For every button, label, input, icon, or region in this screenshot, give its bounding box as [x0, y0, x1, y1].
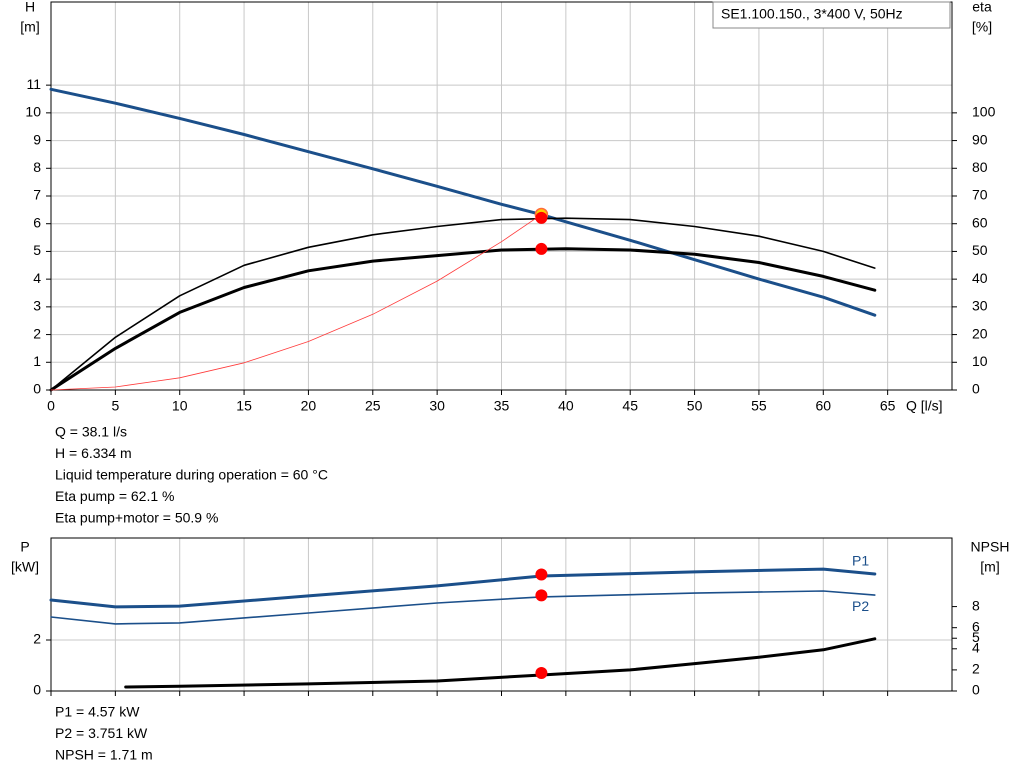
duty-point [535, 666, 548, 679]
info-box [712, 1, 951, 29]
curve [50, 214, 542, 391]
y-tick-label: 5 [33, 242, 41, 258]
y2-tick-label: 100 [972, 104, 996, 120]
x-tick-label: 60 [815, 398, 831, 414]
x-tick-label: 35 [494, 398, 510, 414]
y-tick-label: 7 [33, 187, 41, 203]
info-box-text: SE1.100.150., 3*400 V, 50Hz [721, 6, 903, 22]
x-tick-label: 10 [172, 398, 188, 414]
y2-axis-unit: [m] [980, 559, 999, 575]
x-tick-label: 30 [429, 398, 445, 414]
y-axis-label: H [25, 0, 35, 15]
curve [50, 217, 876, 391]
y2-tick-label: 0 [972, 381, 980, 397]
y2-axis-unit: [%] [972, 19, 992, 35]
y-tick-label: 8 [33, 159, 41, 175]
duty-point [535, 242, 548, 255]
info-line: P2 = 3.751 kW [55, 725, 148, 741]
y2-tick-label: 5 [972, 629, 980, 645]
x-tick-label: 45 [622, 398, 638, 414]
y2-tick-label: 2 [972, 661, 980, 677]
duty-point [535, 211, 548, 224]
y2-tick-label: 4 [972, 639, 980, 655]
y-tick-label: 3 [33, 298, 41, 314]
curve-label: P1 [852, 553, 869, 569]
curve [49, 247, 877, 392]
plot-frame [50, 1, 953, 391]
y2-axis-label: eta [972, 0, 992, 15]
x-tick-label: 40 [558, 398, 574, 414]
info-line: Eta pump = 62.1 % [55, 488, 174, 504]
y-tick-label: 1 [33, 353, 41, 369]
y-tick-label: 4 [33, 270, 41, 286]
plot-frame [50, 537, 953, 692]
x-tick-label: 20 [301, 398, 317, 414]
y2-tick-label: 20 [972, 325, 988, 341]
y2-tick-label: 90 [972, 131, 988, 147]
y-tick-label: 2 [33, 325, 41, 341]
info-line: H = 6.334 m [55, 445, 132, 461]
y-tick-label: 11 [26, 76, 41, 92]
y2-tick-label: 8 [972, 597, 980, 613]
y-axis-label: P [20, 539, 29, 555]
x-tick-label: 50 [687, 398, 703, 414]
x-tick-label: 55 [751, 398, 767, 414]
info-line: Liquid temperature during operation = 60… [55, 467, 328, 483]
y2-tick-label: 60 [972, 214, 988, 230]
curve [50, 590, 876, 625]
y2-tick-label: 30 [972, 298, 988, 314]
x-tick-label: 5 [111, 398, 119, 414]
y-tick-label: 9 [33, 131, 41, 147]
y-tick-label: 0 [33, 682, 41, 698]
y2-tick-label: 80 [972, 159, 988, 175]
curve [49, 567, 877, 609]
x-tick-label: 15 [236, 398, 252, 414]
y2-axis-label: NPSH [971, 539, 1010, 555]
y2-tick-label: 40 [972, 270, 988, 286]
duty-point [535, 568, 548, 581]
y2-tick-label: 10 [972, 353, 988, 369]
curve [49, 87, 877, 317]
info-line: Eta pump+motor = 50.9 % [55, 510, 218, 526]
y-tick-label: 2 [33, 631, 41, 647]
y-tick-label: 0 [33, 381, 41, 397]
y-axis-unit: [m] [20, 19, 39, 35]
y2-tick-label: 50 [972, 242, 988, 258]
x-axis-label: Q [l/s] [906, 398, 943, 414]
curve [124, 637, 877, 689]
y2-tick-label: 70 [972, 187, 988, 203]
y-tick-label: 10 [25, 104, 41, 120]
curve-label: P2 [852, 598, 869, 614]
x-tick-label: 65 [880, 398, 896, 414]
y2-tick-label: 0 [972, 682, 980, 698]
info-line: Q = 38.1 l/s [55, 424, 127, 440]
y-axis-unit: [kW] [11, 559, 39, 575]
info-line: P1 = 4.57 kW [55, 704, 140, 720]
duty-point [535, 589, 548, 602]
y2-tick-label: 6 [972, 618, 980, 634]
info-line: NPSH = 1.71 m [55, 747, 153, 763]
y-tick-label: 6 [33, 214, 41, 230]
x-tick-label: 25 [365, 398, 381, 414]
x-tick-label: 0 [47, 398, 55, 414]
